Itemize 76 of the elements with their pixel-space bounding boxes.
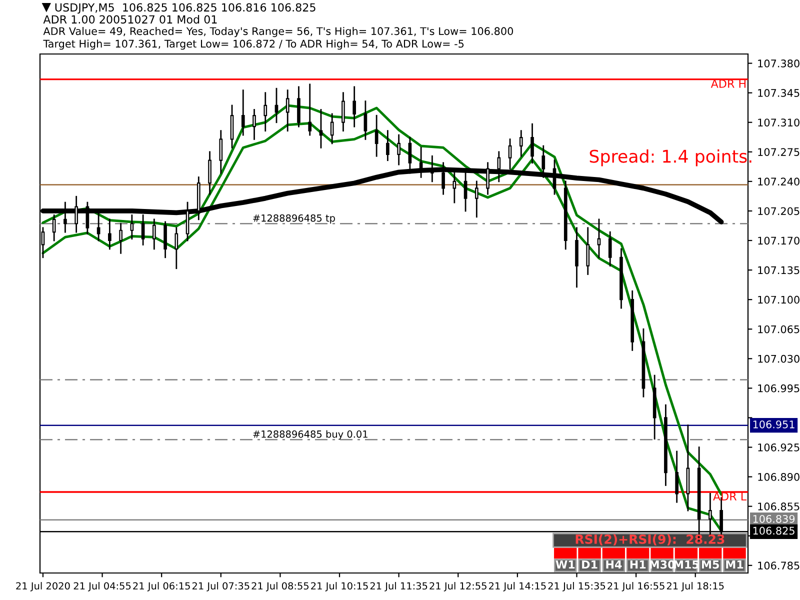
candlestick	[352, 86, 356, 128]
y-tick-label: 106.925	[758, 443, 800, 452]
x-tick-label: 21 Jul 12:55	[430, 582, 486, 592]
x-tick-label: 21 Jul 14:15	[489, 582, 546, 592]
candlestick	[364, 100, 368, 140]
candlestick	[675, 450, 678, 503]
ref-line-label: 106.951	[753, 420, 794, 428]
x-tick-label: 21 Jul 04:55	[74, 582, 131, 592]
candlestick	[297, 86, 300, 128]
ref-line-label: 106.825	[753, 526, 794, 535]
y-tick-label: 107.205	[758, 207, 800, 216]
candlestick	[342, 92, 345, 132]
y-tick-label: 106.855	[758, 502, 800, 510]
candlestick	[164, 221, 167, 258]
candlestick	[108, 218, 112, 250]
candlestick	[519, 130, 523, 157]
ref-line-label: 106.839	[753, 514, 795, 523]
annotation: M5	[702, 560, 719, 569]
x-tick-label: 21 Jul 10:15	[311, 582, 368, 592]
candlestick	[330, 113, 334, 144]
y-tick-label: 107.345	[758, 89, 800, 97]
y-tick-label: 106.785	[758, 562, 800, 570]
y-tick-label: 106.995	[758, 384, 800, 392]
candlestick	[219, 130, 223, 174]
candlestick	[374, 114, 378, 157]
ref-line-label: #1288896485 buy 0.01	[253, 430, 368, 440]
y-tick-label: 107.170	[758, 236, 800, 245]
candlestick	[452, 172, 456, 204]
candlestick	[397, 134, 400, 166]
candlestick	[241, 90, 245, 136]
y-tick-label: 107.310	[758, 118, 800, 126]
candlestick	[274, 88, 278, 124]
x-tick-label: 21 Jul 11:35	[370, 582, 428, 592]
ref-line-label: #1288896485 tp	[253, 214, 335, 224]
candlestick	[230, 104, 234, 148]
chart-subtitle: ADR 1.00 20051027 01 Mod 01	[43, 15, 217, 24]
y-tick-label: 107.065	[758, 325, 800, 334]
annotation: W1	[556, 560, 575, 569]
annotation: D1	[582, 560, 598, 569]
x-tick-label: 21 Jul 06:15	[133, 582, 190, 592]
candlestick	[319, 109, 323, 148]
candlestick	[597, 218, 601, 258]
candlestick	[286, 90, 290, 132]
candlestick	[174, 227, 178, 270]
x-tick-label: 21 Jul 07:35	[192, 582, 250, 592]
candlestick	[608, 231, 612, 267]
x-tick-label: 21 Jul 18:15	[666, 582, 724, 592]
ref-line-label: ADR L	[713, 492, 747, 500]
candlestick	[119, 222, 122, 254]
candlestick	[252, 109, 256, 140]
y-tick-label: 107.380	[758, 60, 800, 68]
candlestick	[264, 92, 268, 132]
x-tick-label: 21 Jul 16:55	[608, 582, 664, 592]
x-tick-label: 21 Jul 2020	[16, 582, 70, 592]
y-tick-label: 106.890	[758, 473, 800, 481]
candlestick	[308, 84, 312, 136]
candlestick	[386, 130, 390, 162]
y-tick-label: 107.100	[758, 296, 800, 304]
x-tick-label: 21 Jul 08:55	[252, 582, 308, 592]
annotation: M1	[726, 560, 744, 569]
candlestick	[208, 151, 212, 195]
candlestick	[152, 218, 156, 250]
candlestick	[474, 180, 478, 218]
candlestick	[530, 123, 534, 164]
text: Target High= 107.361, Target Low= 106.872 / To ADR High= 54, To ADR Low= -5	[43, 40, 464, 50]
y-tick-label: 107.030	[758, 354, 800, 363]
x-tick-label: 21 Jul 15:35	[548, 582, 606, 592]
y-tick-label: 107.135	[758, 266, 800, 274]
y-tick-label: 107.240	[758, 178, 800, 186]
candlestick	[586, 227, 590, 275]
annotation: RSI(2)+RSI(9): 28.23	[576, 534, 724, 546]
text: ADR Value= 49, Reached= Yes, Today's Range= 56, T's High= 107.361, T's Low= 106.800	[43, 27, 514, 38]
annotation: H4	[606, 560, 622, 569]
chart-title: USDJPY,M5 106.825 106.825 106.816 106.825	[55, 3, 316, 14]
annotation: H1	[630, 560, 646, 569]
y-tick-label: 107.275	[758, 148, 800, 156]
